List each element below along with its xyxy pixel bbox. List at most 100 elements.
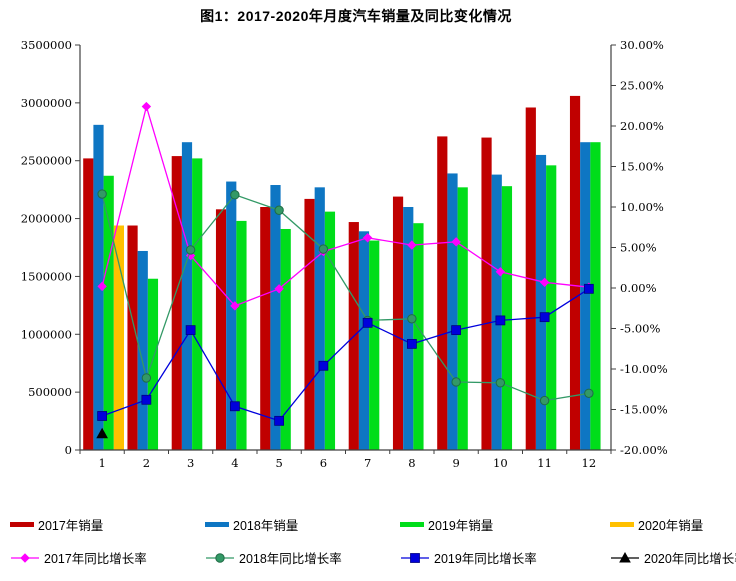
legend-item-growth-2017: 2017年同比增长率 [10,550,147,566]
square-marker-icon [97,411,108,421]
bar-2019年销量-m6 [324,211,336,450]
left-axis-label: 1000000 [21,327,72,341]
circle-marker-icon [141,373,152,383]
right-axis-label: -15.00% [620,403,668,417]
bar-2019年销量-m8 [413,223,424,450]
legend-item-sales-2018: 2018年销量 [205,517,299,533]
growth-polyline [101,104,589,307]
triangle-marker-icon [619,551,631,562]
left-axis-label: 1500000 [21,269,72,283]
x-axis-label: 9 [452,456,459,470]
growth-line-2020年同比增长率 [96,427,108,439]
triangle-marker-icon [96,427,108,439]
legend-swatch-2020-sales [610,522,634,527]
bar-2018年销量-m2 [137,250,148,450]
bar-2019年销量-m7 [369,240,380,450]
bar-2017年销量-m5 [260,207,271,450]
left-axis-label: 3000000 [21,96,72,110]
diamond-marker-icon [274,284,284,294]
line-triangle-marker-icon [611,551,639,562]
circle-marker-icon [407,314,417,324]
right-axis-label: 0.00% [620,281,657,295]
x-axis-label: 5 [275,456,282,470]
right-axis-label: 30.00% [620,38,664,52]
legend-swatch-2017-sales [10,522,34,527]
bar-2018年销量-m5 [270,185,281,450]
legend-item-sales-2017: 2017年销量 [10,517,104,533]
circle-marker-icon [495,378,506,388]
x-axis-label: 1 [98,456,105,470]
bar-2018年销量-m11 [535,154,547,450]
x-axis-label: 12 [582,456,597,470]
diamond-marker-icon [362,233,373,243]
circle-marker-icon [185,245,196,255]
bar-2017年销量-m9 [437,136,448,450]
x-axis-label: 11 [537,456,552,470]
bar-2018年销量-m9 [447,173,458,450]
bar-2018年销量-m10 [491,174,502,450]
circle-marker-icon [539,395,550,406]
chart-plot-area: 3500000 3000000 2500000 2000000 1500000 10000… [21,38,668,470]
line-diamond-marker-icon [11,552,39,563]
bar-2018年销量-m3 [181,142,193,450]
x-axis-label: 6 [320,456,327,470]
square-marker-icon [185,325,196,336]
bar-2017年销量-m8 [392,196,404,450]
left-axis-label: 2500000 [21,154,72,168]
square-marker-icon [539,312,550,323]
circle-marker-icon [97,189,107,199]
legend-label: 2018年同比增长率 [239,552,342,566]
square-marker-icon [229,401,240,412]
circle-marker-icon [230,190,240,200]
bar-2019年销量-m12 [590,142,601,450]
left-axis-label: 2000000 [21,212,72,226]
square-marker-icon [406,338,417,349]
line-square-marker-icon [401,552,429,563]
bar-2019年销量-m3 [192,158,203,450]
circle-marker-icon [451,377,461,387]
bar-2019年销量-m9 [457,187,468,450]
growth-polyline [101,193,590,402]
diamond-marker-icon [20,552,30,563]
legend-label: 2020年同比增长率 [644,552,736,566]
legend-label: 2017年同比增长率 [44,552,147,566]
legend-item-growth-2020: 2020年同比增长率 [610,550,736,566]
bar-2018年销量-m6 [314,187,325,450]
diamond-marker-icon [230,301,240,311]
square-marker-icon [495,315,506,326]
bar-2017年销量-m4 [215,209,227,450]
circle-marker-icon [274,205,284,215]
legend-label: 2017年销量 [38,519,104,533]
diamond-marker-icon [451,237,461,247]
square-marker-icon [583,283,594,294]
bar-2018年销量-m7 [358,231,370,450]
diamond-marker-icon [141,101,152,112]
square-marker-icon [274,415,285,426]
left-axis-label: 3500000 [21,38,72,52]
legend-label: 2018年销量 [233,519,299,533]
growth-line-2019年同比增长率 [97,283,594,426]
bar-2019年销量-m5 [280,228,291,450]
bar-2018年销量-m12 [580,142,591,450]
x-axis-label: 2 [143,456,150,470]
square-marker-icon [362,317,373,328]
x-axis-label: 3 [187,456,194,470]
x-axis-label: 7 [364,456,371,470]
right-axis-label: 5.00% [620,241,657,255]
right-axis-label: -5.00% [620,322,660,336]
bar-2017年销量-m3 [171,156,182,450]
circle-marker-icon [215,552,225,563]
chart-title: 图1：2017-2020年月度汽车销量及同比变化情况 [200,8,512,24]
circle-marker-icon [318,244,329,254]
right-axis-label: 10.00% [620,200,664,214]
growth-line-2017年同比增长率 [97,101,594,311]
right-axis-label: 25.00% [620,79,664,93]
diamond-marker-icon [495,267,506,277]
x-axis-label: 4 [231,456,238,470]
diamond-marker-icon [539,277,550,288]
bar-2019年销量-m11 [546,165,557,450]
right-axis-label: 20.00% [620,119,664,133]
bar-2019年销量-m10 [501,186,513,451]
bar-2017年销量-m12 [569,95,581,450]
growth-line-2018年同比增长率 [97,189,594,406]
